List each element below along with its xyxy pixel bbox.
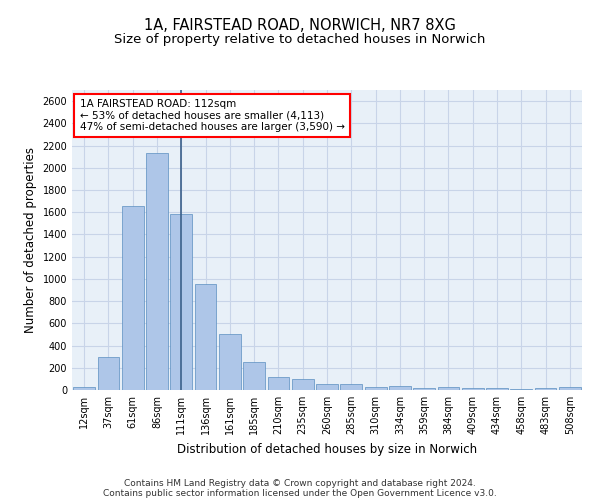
Text: Contains HM Land Registry data © Crown copyright and database right 2024.: Contains HM Land Registry data © Crown c… bbox=[124, 478, 476, 488]
Bar bbox=[268, 376, 289, 390]
Bar bbox=[486, 388, 508, 390]
Bar bbox=[535, 388, 556, 390]
Bar bbox=[146, 154, 168, 390]
Bar bbox=[365, 386, 386, 390]
Bar bbox=[97, 356, 119, 390]
Bar bbox=[194, 284, 217, 390]
Bar bbox=[316, 384, 338, 390]
Bar bbox=[122, 206, 143, 390]
Bar bbox=[462, 388, 484, 390]
Y-axis label: Number of detached properties: Number of detached properties bbox=[24, 147, 37, 333]
X-axis label: Distribution of detached houses by size in Norwich: Distribution of detached houses by size … bbox=[177, 442, 477, 456]
Bar bbox=[340, 384, 362, 390]
Bar bbox=[243, 362, 265, 390]
Bar bbox=[413, 388, 435, 390]
Bar bbox=[559, 387, 581, 390]
Bar bbox=[389, 386, 411, 390]
Text: Size of property relative to detached houses in Norwich: Size of property relative to detached ho… bbox=[115, 32, 485, 46]
Bar bbox=[437, 387, 460, 390]
Bar bbox=[219, 334, 241, 390]
Bar bbox=[170, 214, 192, 390]
Text: 1A FAIRSTEAD ROAD: 112sqm
← 53% of detached houses are smaller (4,113)
47% of se: 1A FAIRSTEAD ROAD: 112sqm ← 53% of detac… bbox=[80, 99, 344, 132]
Bar bbox=[292, 379, 314, 390]
Text: Contains public sector information licensed under the Open Government Licence v3: Contains public sector information licen… bbox=[103, 488, 497, 498]
Text: 1A, FAIRSTEAD ROAD, NORWICH, NR7 8XG: 1A, FAIRSTEAD ROAD, NORWICH, NR7 8XG bbox=[144, 18, 456, 32]
Bar bbox=[73, 387, 95, 390]
